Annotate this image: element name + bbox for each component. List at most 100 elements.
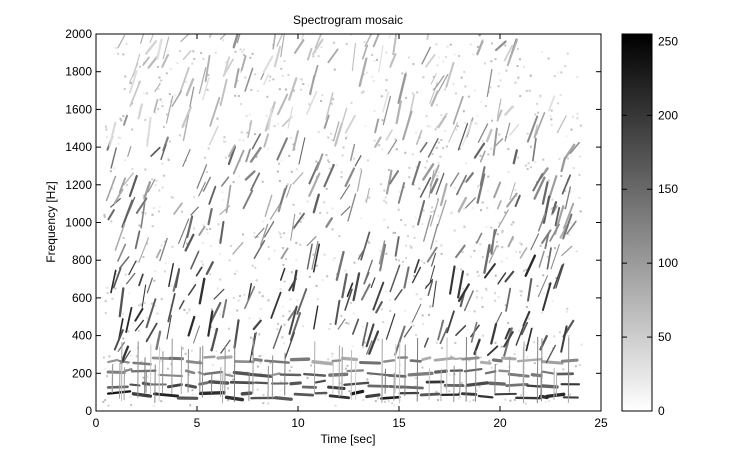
spectro-speckle <box>109 170 112 173</box>
chirp-streak <box>504 327 511 340</box>
spectro-speckle <box>415 333 418 336</box>
spectro-speckle <box>117 142 120 145</box>
chirp-streak <box>147 178 156 193</box>
spectro-speckle <box>460 381 463 384</box>
chirp-streak <box>161 53 170 68</box>
spectro-speckle <box>335 164 338 167</box>
chirp-streak <box>372 34 380 48</box>
spectro-speckle <box>517 156 520 159</box>
spectro-speckle <box>540 311 543 314</box>
spectro-speckle <box>139 303 142 306</box>
chirp-streak <box>280 247 289 260</box>
chirp-streak <box>548 95 556 112</box>
spectro-speckle <box>317 55 320 58</box>
chirp-streak <box>533 176 546 200</box>
spectro-speckle <box>449 374 452 377</box>
spectro-speckle <box>385 79 388 82</box>
spectro-speckle <box>476 270 479 273</box>
spectro-speckle <box>373 110 376 113</box>
spectro-speckle <box>105 125 108 128</box>
spectro-speckle <box>288 369 291 372</box>
spectro-speckle <box>164 240 167 243</box>
harmonic-streak <box>204 370 223 376</box>
spectro-speckle <box>379 250 382 253</box>
chirp-streak <box>344 288 353 311</box>
spectro-speckle <box>345 321 348 324</box>
chirp-streak <box>276 34 284 47</box>
chirp-streak <box>192 325 200 344</box>
chirp-streak <box>135 197 148 214</box>
spectro-speckle <box>228 349 231 352</box>
chirp-streak <box>457 270 465 299</box>
spectro-speckle <box>292 89 295 92</box>
chirp-streak <box>548 175 558 199</box>
spectro-speckle <box>261 220 264 223</box>
spectro-speckle <box>438 56 441 59</box>
chirp-streak <box>415 129 423 145</box>
harmonic-streak <box>216 355 233 360</box>
spectro-speckle <box>324 393 327 396</box>
spectro-speckle <box>184 80 187 83</box>
chirp-streak <box>374 136 382 148</box>
spectro-speckle <box>338 235 341 238</box>
spectro-speckle <box>326 275 329 278</box>
chirp-streak <box>496 98 502 118</box>
spectro-speckle <box>464 385 467 388</box>
harmonic-streak <box>421 356 432 361</box>
spectro-speckle <box>106 136 109 139</box>
spectro-speckle <box>216 117 219 120</box>
colorbar-tick-label: 50 <box>658 330 672 344</box>
chirp-streak <box>426 246 438 263</box>
spectro-speckle <box>475 296 478 299</box>
chirp-streak <box>263 221 275 238</box>
chirp-streak <box>113 188 124 205</box>
chirp-streak <box>532 172 544 192</box>
spectro-speckle <box>333 68 336 71</box>
spectro-speckle <box>566 52 569 55</box>
chirp-streak <box>247 283 253 301</box>
chirp-streak <box>427 280 434 297</box>
harmonic-streak <box>545 392 566 399</box>
spectro-speckle <box>454 92 457 95</box>
harmonic-streak <box>224 373 234 378</box>
spectro-speckle <box>251 52 254 55</box>
spectro-speckle <box>202 224 205 227</box>
chirp-streak <box>140 34 145 44</box>
spectro-speckle <box>437 161 440 164</box>
spectro-speckle <box>169 304 172 307</box>
chirp-streak <box>385 313 396 340</box>
spectro-speckle <box>142 380 145 383</box>
spectro-speckle <box>255 155 258 158</box>
spectro-speckle <box>137 329 140 332</box>
spectro-speckle <box>104 367 107 370</box>
spectro-speckle <box>554 392 557 395</box>
spectro-speckle <box>490 366 493 369</box>
spectro-speckle <box>467 95 470 98</box>
spectro-speckle <box>171 196 174 199</box>
harmonic-streak <box>252 357 263 362</box>
spectro-speckle <box>415 131 418 134</box>
y-axis: 0 200 400 600 800 1000 1200 1400 1600 1800 2000 <box>65 27 601 418</box>
chirp-streak <box>445 61 455 88</box>
spectro-speckle <box>328 167 331 170</box>
spectro-speckle <box>301 78 304 81</box>
spectro-speckle <box>427 313 430 316</box>
harmonic-streak <box>463 367 483 373</box>
spectro-speckle <box>237 299 240 302</box>
spectro-speckle <box>310 364 313 367</box>
chirp-streak <box>496 109 503 122</box>
spectro-speckle <box>422 209 425 212</box>
spectro-speckle <box>204 156 207 159</box>
spectro-speckle <box>178 50 181 53</box>
harmonic-streak <box>560 358 579 363</box>
spectro-speckle <box>165 72 168 75</box>
chirp-streak <box>178 67 190 96</box>
spectro-speckle <box>566 310 569 313</box>
spectro-speckle <box>159 348 162 351</box>
spectro-speckle <box>403 186 406 189</box>
spectro-speckle <box>374 400 377 403</box>
chirp-streak <box>292 172 304 185</box>
spectro-speckle <box>325 187 328 190</box>
spectro-speckle <box>185 242 188 245</box>
chirp-streak <box>260 223 269 246</box>
